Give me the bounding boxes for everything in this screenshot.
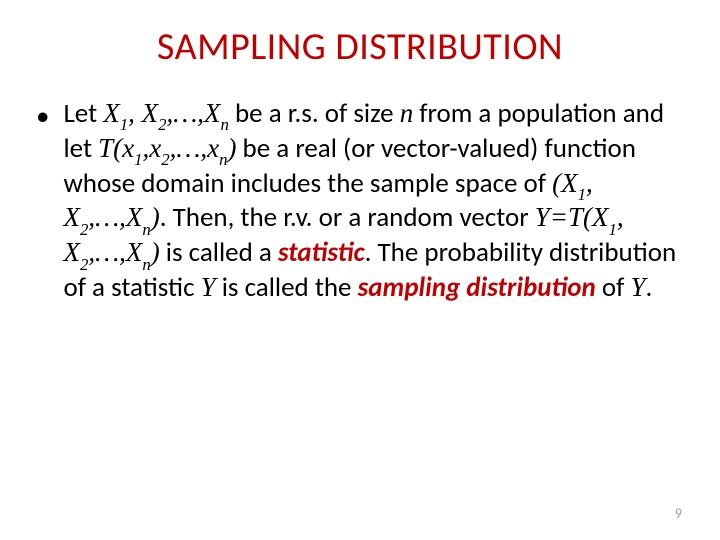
- func-t: T(x: [98, 133, 134, 163]
- text-run: ): [151, 237, 160, 267]
- text-run: of: [596, 271, 631, 304]
- text-run: Let: [63, 97, 103, 130]
- var-x1: X: [103, 98, 120, 128]
- var-x2: X: [142, 98, 159, 128]
- bullet-icon: •: [36, 100, 49, 133]
- text-run: .: [646, 271, 653, 304]
- text-run: be a r.s. of size: [229, 97, 400, 130]
- sub-pxn: n: [142, 220, 150, 239]
- text-run: ,x: [142, 133, 161, 163]
- term-statistic: statistic: [278, 236, 365, 269]
- sub-px2: 2: [80, 220, 88, 239]
- text-run: ,: [128, 98, 142, 128]
- text-run: . Then, the r.v. or a random vector: [160, 201, 535, 234]
- slide: SAMPLING DISTRIBUTION • Let X1, X2,…,Xn …: [0, 0, 720, 540]
- sub-yx1: 1: [609, 220, 617, 239]
- text-run: ,…,x: [170, 133, 220, 163]
- sub-yx2: 2: [80, 255, 88, 274]
- var-xn: X: [204, 98, 221, 128]
- content-area: • Let X1, X2,…,Xn be a r.s. of size n fr…: [36, 98, 684, 303]
- sub-1: 1: [120, 115, 128, 134]
- text-run: is called a: [160, 236, 278, 269]
- var-y-final: Y: [630, 272, 645, 302]
- sub-2: 2: [158, 115, 166, 134]
- slide-title: SAMPLING DISTRIBUTION: [36, 24, 684, 70]
- y-eq: Y=T(X: [535, 202, 609, 232]
- body-paragraph: Let X1, X2,…,Xn be a r.s. of size n from…: [63, 98, 684, 303]
- sub-txn: n: [219, 150, 227, 169]
- page-number: 9: [675, 505, 682, 522]
- sub-n: n: [221, 115, 229, 134]
- text-run: ,…,X: [88, 237, 142, 267]
- text-run: ,…,X: [88, 202, 142, 232]
- term-sampling-distribution: sampling distribution: [358, 271, 596, 304]
- text-run: is called the: [216, 271, 358, 304]
- sub-tx1: 1: [134, 150, 142, 169]
- paren-open: (X: [552, 168, 577, 198]
- var-y: Y: [201, 272, 216, 302]
- sub-tx2: 2: [161, 150, 169, 169]
- var-n: n: [400, 98, 414, 128]
- text-run: ): [151, 202, 160, 232]
- text-run: ,…,: [167, 98, 205, 128]
- bullet-item: • Let X1, X2,…,Xn be a r.s. of size n fr…: [36, 98, 684, 303]
- sub-px1: 1: [578, 185, 586, 204]
- sub-yxn: n: [142, 255, 150, 274]
